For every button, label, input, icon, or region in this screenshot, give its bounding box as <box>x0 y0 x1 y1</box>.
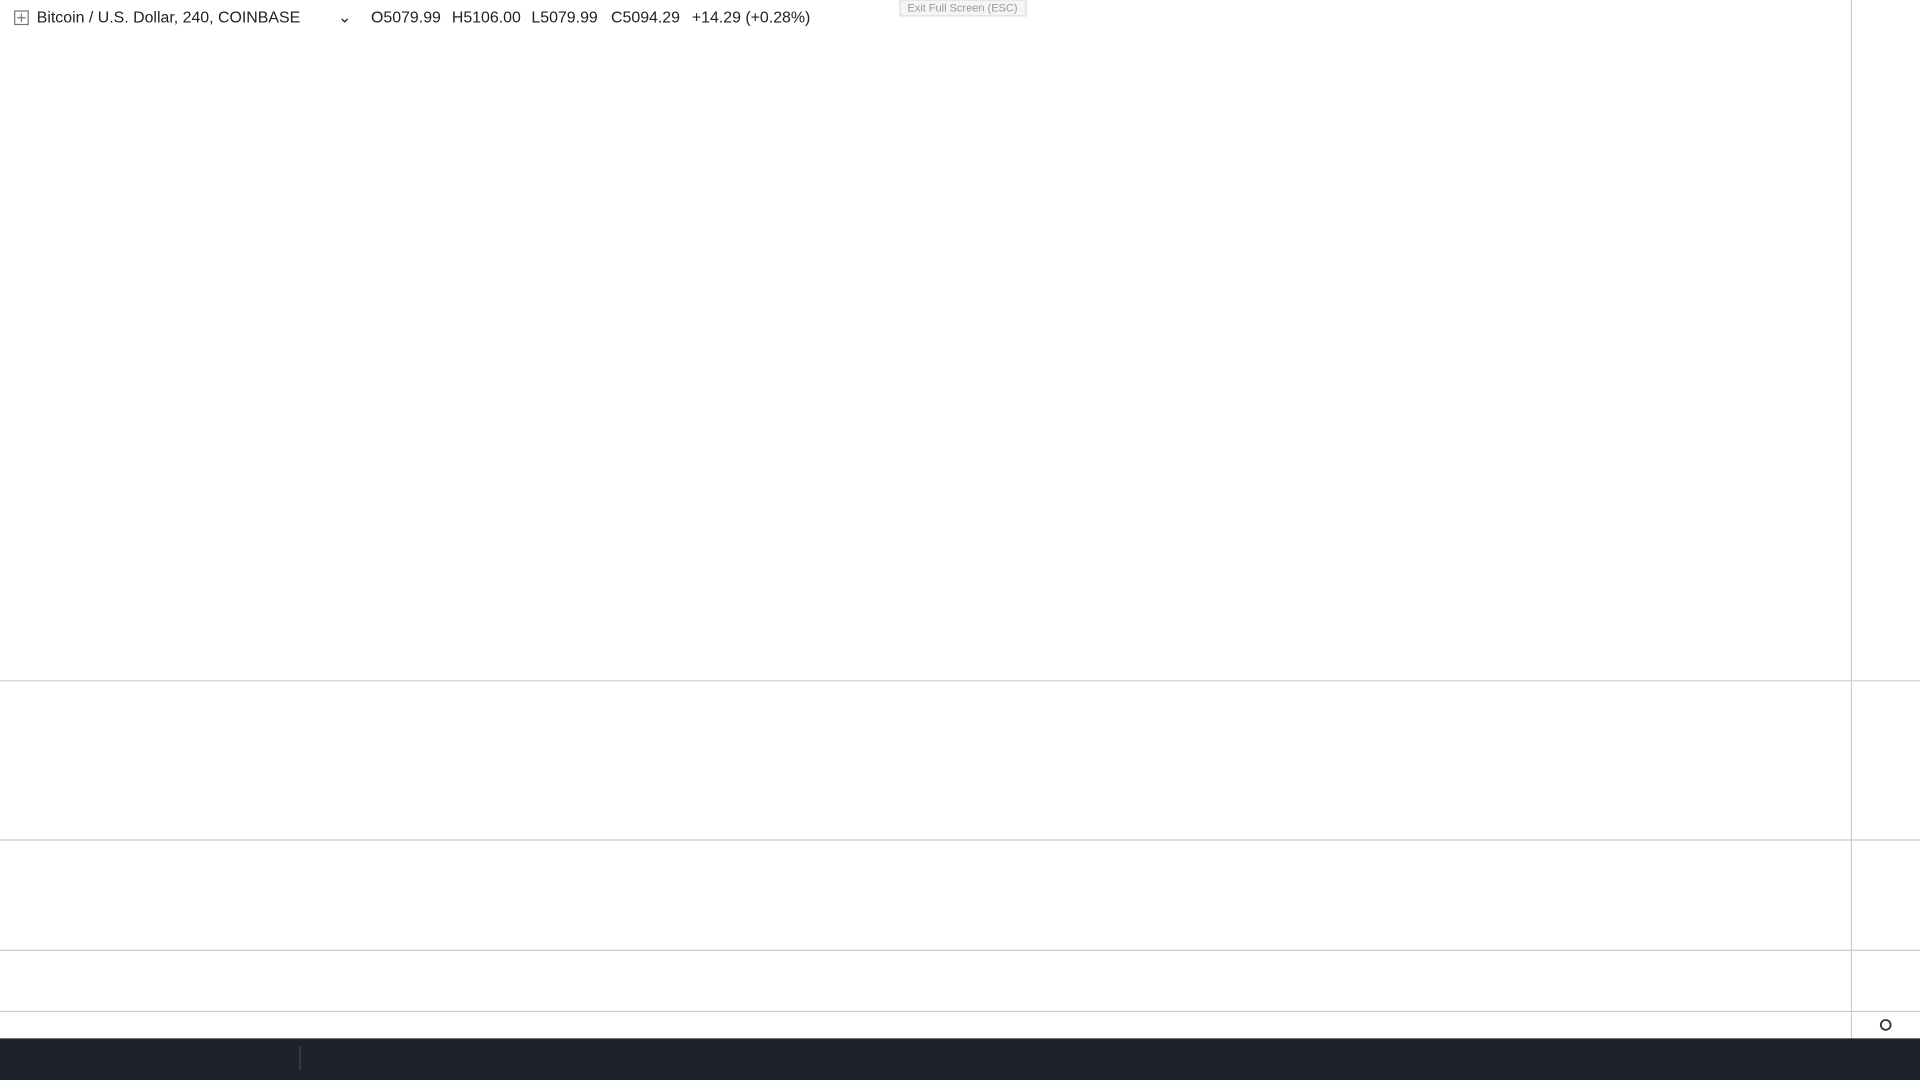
quote-change: +14.29 (+0.28%) <box>692 10 811 27</box>
symbol-title[interactable]: Bitcoin / U.S. Dollar, 240, COINBASE <box>37 10 300 27</box>
fullscreen-hint-box[interactable] <box>899 0 1027 17</box>
symbol-dropdown[interactable]: ⌄ <box>338 10 351 27</box>
quote-high: H5106.00 <box>452 10 521 27</box>
quote-open: O5079.99 <box>371 10 441 27</box>
bottom-toolbar <box>0 1038 1920 1080</box>
settings-icon[interactable] <box>1879 1019 1892 1031</box>
quote-close: C5094.29 <box>611 10 680 27</box>
quote-low: L5079.99 <box>531 10 597 27</box>
symbol-icon[interactable] <box>14 10 29 26</box>
fullscreen-hint[interactable]: Exit Full Screen (ESC) <box>907 2 1017 14</box>
